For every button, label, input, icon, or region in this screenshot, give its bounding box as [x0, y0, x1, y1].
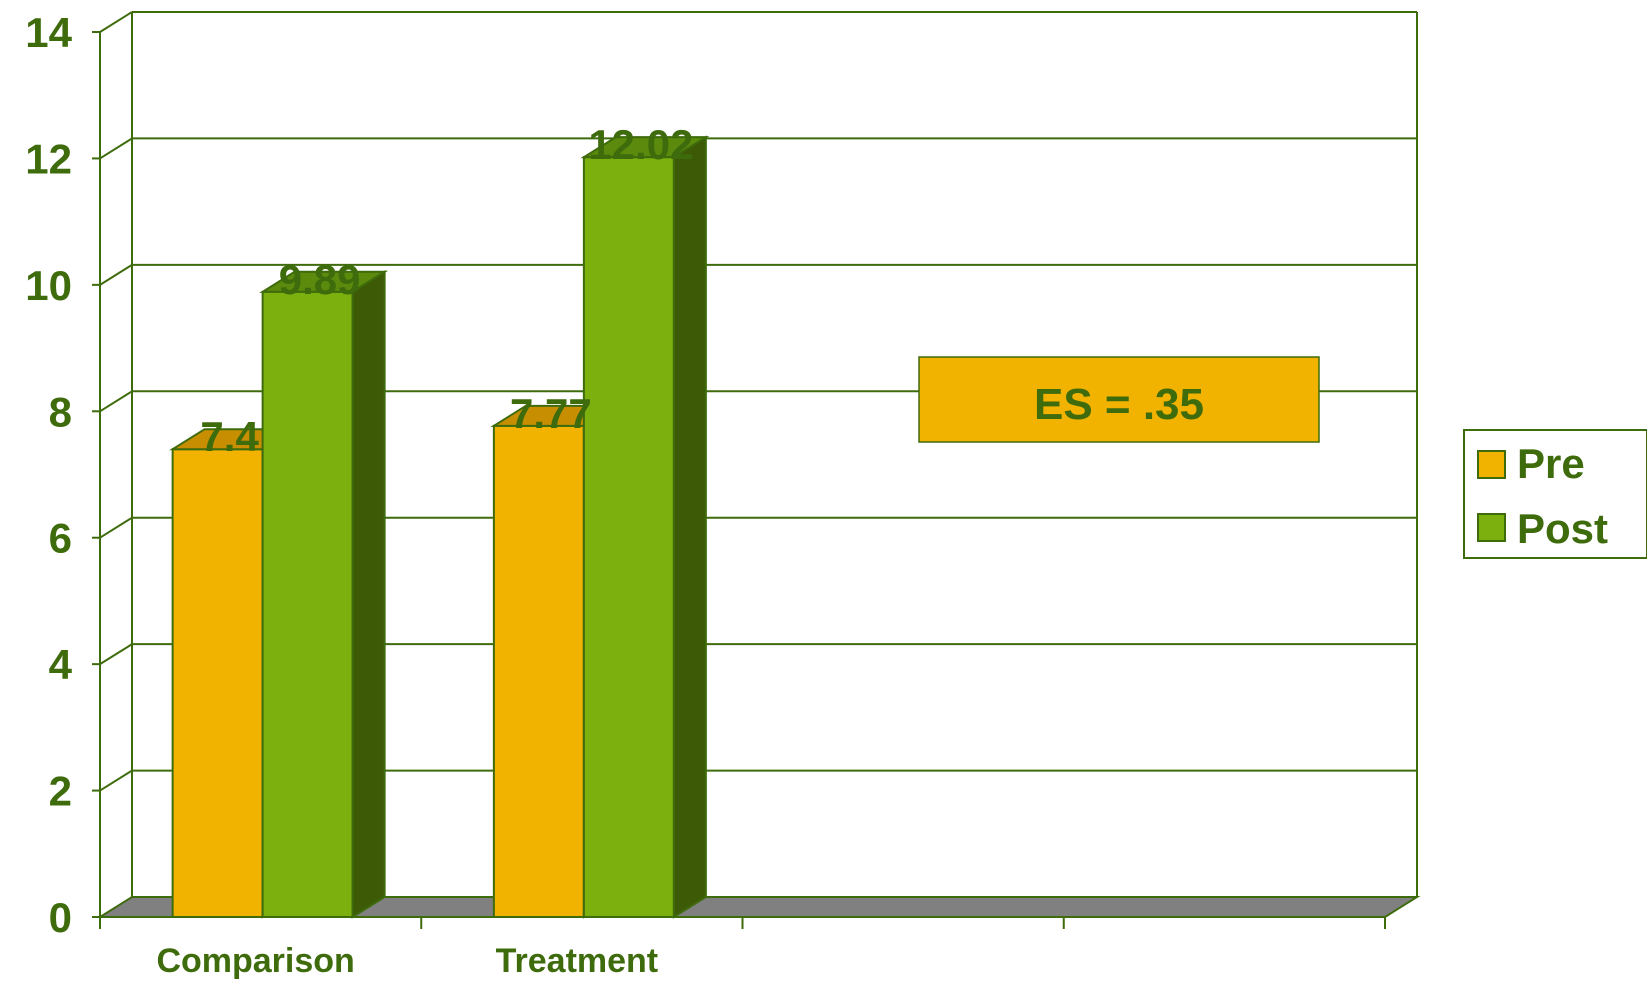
bar-post-treatment: [580, 135, 710, 919]
legend-swatch-pre: [1477, 450, 1506, 479]
data-label: 7.4: [200, 413, 259, 460]
legend-label-pre: Pre: [1517, 440, 1585, 487]
data-label: 7.77: [510, 390, 592, 437]
y-tick-label: 2: [49, 768, 72, 815]
bar-front: [492, 424, 585, 918]
y-tick-label: 4: [49, 641, 73, 688]
data-labels: 7.4 9.89 7.77 12.02: [200, 121, 693, 460]
legend-swatch-post: [1477, 513, 1506, 542]
y-axis: 0 2 4 6 8 10 12 14: [25, 9, 101, 941]
bar-side: [672, 135, 707, 919]
bar-front: [261, 290, 354, 918]
annotation-background: [918, 356, 1320, 443]
gridline-side: [99, 769, 133, 792]
x-category-label: Comparison: [156, 942, 354, 980]
data-label: 9.89: [279, 256, 361, 303]
gridline-side: [99, 390, 133, 413]
x-axis: Comparison Treatment: [99, 916, 1386, 980]
annotation-box: ES = .35: [918, 356, 1320, 443]
gridline-side: [99, 11, 133, 33]
gridline-side: [99, 264, 133, 286]
bar-front: [582, 156, 675, 918]
y-tick-label: 14: [25, 9, 72, 56]
bars: [169, 135, 710, 919]
y-tick-label: 10: [25, 262, 72, 309]
y-tick-label: 0: [49, 894, 72, 941]
gridline-side: [99, 137, 133, 160]
annotation-text: ES = .35: [1034, 380, 1204, 429]
y-tick-label: 8: [49, 388, 72, 435]
data-label: 12.02: [588, 121, 693, 168]
bar-front: [171, 448, 264, 918]
legend-label-post: Post: [1517, 505, 1608, 552]
x-category-label: Treatment: [496, 942, 659, 980]
gridline-side: [99, 643, 133, 665]
y-tick-label: 6: [49, 515, 72, 562]
gridline-side: [99, 516, 133, 539]
legend: Pre Post: [1463, 429, 1647, 559]
bar-post-comparison: [259, 270, 389, 919]
y-tick-label: 12: [25, 135, 72, 182]
bar-side: [351, 270, 386, 919]
